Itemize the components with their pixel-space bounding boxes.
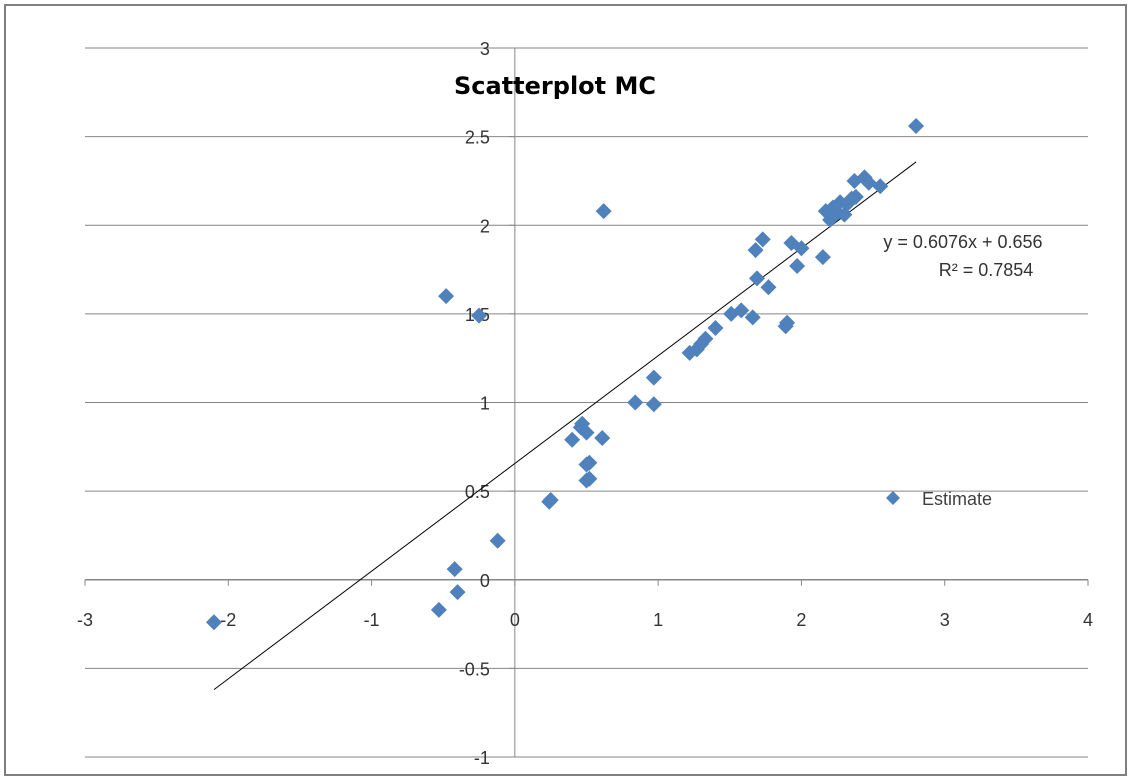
gridlines: [85, 47, 1088, 758]
data-point: [205, 614, 222, 631]
data-point: [908, 117, 925, 134]
data-point: [847, 188, 864, 205]
x-tick-label: -1: [364, 610, 380, 630]
data-point: [564, 431, 581, 448]
data-point: [645, 396, 662, 413]
data-point: [707, 320, 724, 337]
y-tick-label: 1: [480, 394, 490, 414]
data-point: [595, 203, 612, 220]
trendline-line: [213, 161, 917, 691]
y-tick-label: -0.5: [459, 659, 490, 679]
data-point: [430, 601, 447, 618]
data-point: [747, 242, 764, 259]
data-point: [438, 288, 455, 305]
data-point: [627, 394, 644, 411]
x-tick-label: 1: [653, 610, 663, 630]
y-tick-label: 3: [480, 39, 490, 59]
legend-label: Estimate: [922, 489, 992, 509]
data-point: [789, 258, 806, 275]
data-point: [594, 429, 611, 446]
data-point: [446, 561, 463, 578]
data-point: [645, 369, 662, 386]
data-points: [205, 117, 925, 631]
trendline-r-squared: R² = 0.7854: [939, 260, 1034, 280]
x-tick-label: 4: [1083, 610, 1093, 630]
data-point: [574, 415, 591, 432]
data-point: [793, 240, 810, 257]
data-point: [489, 532, 506, 549]
y-tick-label: 2.5: [465, 128, 490, 148]
data-point: [744, 309, 761, 326]
x-tick-label: 0: [510, 610, 520, 630]
data-point: [697, 330, 714, 347]
y-tick-label: 2: [480, 216, 490, 236]
data-point: [749, 270, 766, 287]
chart-frame: [4, 4, 1127, 776]
legend: Estimate: [886, 489, 992, 509]
axes: [84, 47, 1089, 758]
data-point: [779, 314, 796, 331]
y-tick-label: 0: [480, 571, 490, 591]
data-point: [581, 454, 598, 471]
trendline-equation: y = 0.6076x + 0.656: [883, 232, 1042, 252]
data-point: [733, 302, 750, 319]
data-point: [581, 470, 598, 487]
trendline: [213, 161, 917, 691]
data-point: [754, 231, 771, 248]
data-point: [760, 279, 777, 296]
x-tick-label: -3: [77, 610, 93, 630]
chart-title: Scatterplot MC: [454, 72, 656, 100]
y-tick-label: -1: [474, 748, 490, 768]
data-point: [471, 307, 488, 324]
data-point: [814, 249, 831, 266]
x-tick-label: 2: [796, 610, 806, 630]
data-point: [542, 491, 559, 508]
data-point: [449, 584, 466, 601]
data-point: [872, 178, 889, 195]
x-tick-label: -2: [220, 610, 236, 630]
x-tick-label: 3: [940, 610, 950, 630]
legend-marker-diamond: [886, 491, 900, 505]
